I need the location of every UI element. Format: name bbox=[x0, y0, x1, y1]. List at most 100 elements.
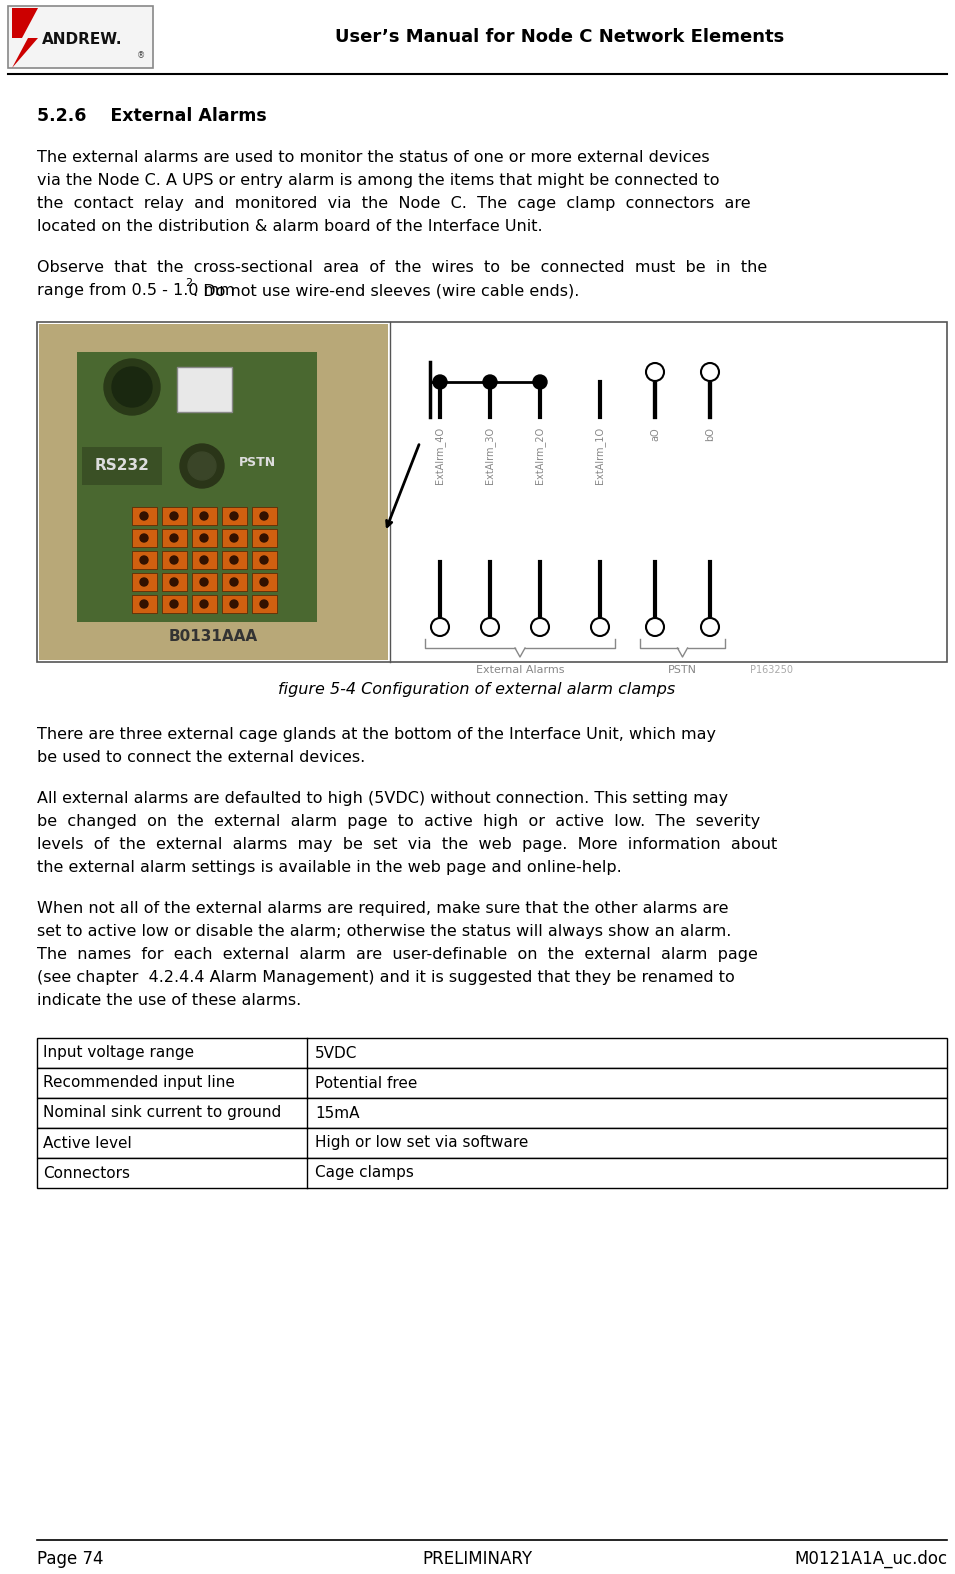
Text: Connectors: Connectors bbox=[43, 1165, 130, 1180]
Circle shape bbox=[230, 556, 238, 563]
Bar bbox=[222, 529, 247, 548]
Bar bbox=[132, 551, 157, 568]
Circle shape bbox=[646, 364, 664, 381]
Text: RS232: RS232 bbox=[95, 458, 149, 474]
Text: High or low set via software: High or low set via software bbox=[315, 1135, 528, 1151]
Circle shape bbox=[230, 600, 238, 608]
Bar bbox=[132, 595, 157, 612]
Circle shape bbox=[170, 600, 178, 608]
Text: ExtAlrm_2O: ExtAlrm_2O bbox=[535, 427, 545, 485]
Circle shape bbox=[701, 364, 719, 381]
Circle shape bbox=[260, 512, 268, 519]
Circle shape bbox=[483, 375, 497, 389]
Circle shape bbox=[260, 600, 268, 608]
Circle shape bbox=[180, 444, 224, 488]
Text: 15mA: 15mA bbox=[315, 1105, 359, 1121]
Text: ®: ® bbox=[137, 50, 145, 60]
Text: PRELIMINARY: PRELIMINARY bbox=[422, 1550, 532, 1568]
Circle shape bbox=[104, 359, 160, 416]
Bar bbox=[37, 323, 947, 663]
Circle shape bbox=[481, 619, 499, 636]
Circle shape bbox=[140, 534, 148, 541]
Bar bbox=[37, 1069, 947, 1099]
Bar bbox=[132, 529, 157, 548]
Circle shape bbox=[531, 619, 549, 636]
Circle shape bbox=[230, 512, 238, 519]
Circle shape bbox=[112, 367, 152, 408]
Bar bbox=[252, 573, 277, 590]
Text: M0121A1A_uc.doc: M0121A1A_uc.doc bbox=[794, 1550, 947, 1568]
Bar bbox=[39, 324, 388, 660]
Circle shape bbox=[433, 375, 447, 389]
Text: Page 74: Page 74 bbox=[37, 1550, 103, 1568]
Circle shape bbox=[701, 619, 719, 636]
Circle shape bbox=[140, 600, 148, 608]
Text: B0131AAA: B0131AAA bbox=[169, 630, 258, 644]
Text: be used to connect the external devices.: be used to connect the external devices. bbox=[37, 749, 365, 765]
Circle shape bbox=[230, 534, 238, 541]
Bar bbox=[192, 595, 217, 612]
Bar bbox=[8, 6, 153, 68]
Circle shape bbox=[200, 600, 208, 608]
Bar bbox=[192, 551, 217, 568]
Bar bbox=[222, 595, 247, 612]
Circle shape bbox=[260, 578, 268, 586]
Bar bbox=[132, 507, 157, 526]
Text: indicate the use of these alarms.: indicate the use of these alarms. bbox=[37, 993, 301, 1007]
Text: Active level: Active level bbox=[43, 1135, 132, 1151]
Circle shape bbox=[431, 619, 449, 636]
Circle shape bbox=[170, 556, 178, 563]
Bar bbox=[252, 595, 277, 612]
Text: 5VDC: 5VDC bbox=[315, 1045, 357, 1061]
Bar bbox=[177, 367, 232, 412]
Bar bbox=[192, 529, 217, 548]
Text: levels  of  the  external  alarms  may  be  set  via  the  web  page.  More  inf: levels of the external alarms may be set… bbox=[37, 837, 777, 852]
Text: aO: aO bbox=[650, 427, 660, 441]
Text: ExtAlrm_1O: ExtAlrm_1O bbox=[595, 427, 605, 485]
Circle shape bbox=[140, 512, 148, 519]
Polygon shape bbox=[12, 8, 38, 68]
Bar bbox=[132, 573, 157, 590]
Text: bO: bO bbox=[705, 427, 715, 441]
Circle shape bbox=[140, 578, 148, 586]
Circle shape bbox=[200, 512, 208, 519]
Circle shape bbox=[200, 556, 208, 563]
Text: PSTN: PSTN bbox=[239, 455, 276, 469]
Text: Recommended input line: Recommended input line bbox=[43, 1075, 235, 1091]
Bar bbox=[162, 551, 187, 568]
Circle shape bbox=[140, 556, 148, 563]
Circle shape bbox=[230, 578, 238, 586]
Text: Nominal sink current to ground: Nominal sink current to ground bbox=[43, 1105, 282, 1121]
Bar bbox=[252, 529, 277, 548]
Bar bbox=[252, 507, 277, 526]
Bar bbox=[162, 529, 187, 548]
Bar bbox=[222, 551, 247, 568]
Text: External Alarms: External Alarms bbox=[476, 664, 564, 675]
Circle shape bbox=[200, 534, 208, 541]
Text: via the Node C. A UPS or entry alarm is among the items that might be connected : via the Node C. A UPS or entry alarm is … bbox=[37, 173, 719, 187]
Bar bbox=[192, 507, 217, 526]
Text: ANDREW.: ANDREW. bbox=[42, 33, 122, 47]
Text: All external alarms are defaulted to high (5VDC) without connection. This settin: All external alarms are defaulted to hig… bbox=[37, 792, 728, 806]
Text: be  changed  on  the  external  alarm  page  to  active  high  or  active  low. : be changed on the external alarm page to… bbox=[37, 814, 760, 829]
Bar bbox=[37, 1099, 947, 1129]
Text: 2: 2 bbox=[185, 279, 193, 288]
Text: When not all of the external alarms are required, make sure that the other alarm: When not all of the external alarms are … bbox=[37, 900, 729, 916]
Text: . Do not use wire-end sleeves (wire cable ends).: . Do not use wire-end sleeves (wire cabl… bbox=[193, 283, 580, 297]
Text: range from 0.5 - 1.0 mm: range from 0.5 - 1.0 mm bbox=[37, 283, 235, 297]
Circle shape bbox=[260, 534, 268, 541]
Bar bbox=[37, 1129, 947, 1158]
Circle shape bbox=[188, 452, 216, 480]
Text: located on the distribution & alarm board of the Interface Unit.: located on the distribution & alarm boar… bbox=[37, 219, 542, 235]
Text: Cage clamps: Cage clamps bbox=[315, 1165, 414, 1180]
Bar bbox=[252, 551, 277, 568]
Text: The  names  for  each  external  alarm  are  user-definable  on  the  external  : The names for each external alarm are us… bbox=[37, 948, 758, 962]
Bar bbox=[82, 447, 162, 485]
Text: User’s Manual for Node C Network Elements: User’s Manual for Node C Network Element… bbox=[335, 28, 785, 46]
Circle shape bbox=[170, 512, 178, 519]
Bar bbox=[162, 573, 187, 590]
Text: ExtAlrm_4O: ExtAlrm_4O bbox=[435, 427, 445, 485]
Circle shape bbox=[533, 375, 547, 389]
Circle shape bbox=[200, 578, 208, 586]
Bar bbox=[222, 507, 247, 526]
